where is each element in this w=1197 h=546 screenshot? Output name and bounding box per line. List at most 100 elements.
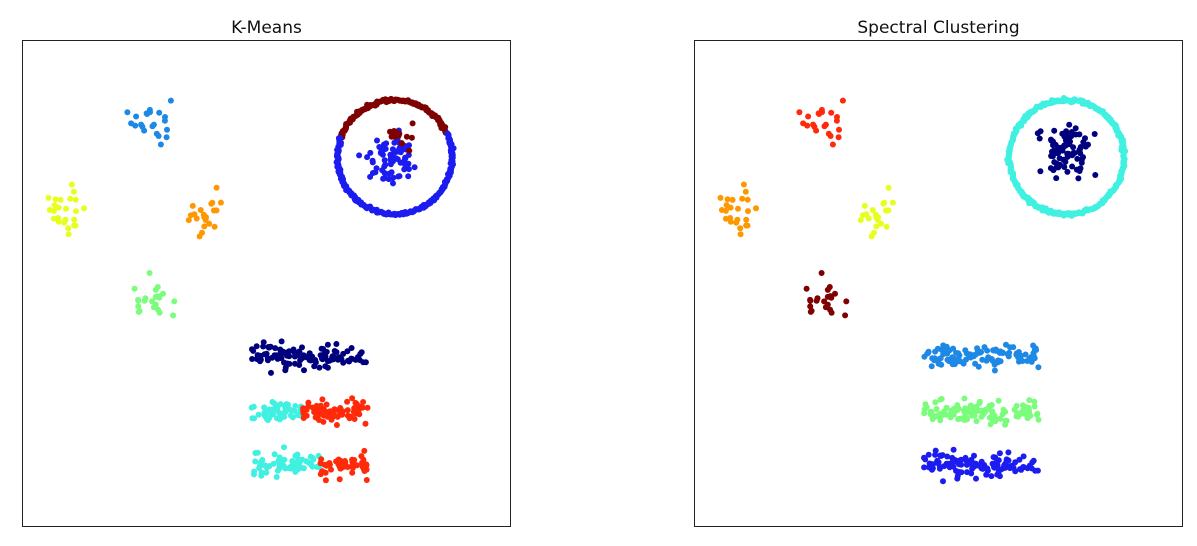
scatter-point bbox=[266, 414, 273, 421]
scatter-point bbox=[1074, 155, 1081, 162]
plot-frame bbox=[694, 40, 1183, 527]
scatter-point bbox=[949, 361, 956, 368]
scatter-point bbox=[408, 134, 415, 141]
scatter-point bbox=[369, 157, 376, 164]
scatter-point bbox=[344, 348, 351, 355]
scatter-point bbox=[301, 367, 307, 374]
scatter-point bbox=[344, 464, 351, 470]
scatter-point bbox=[1059, 130, 1066, 137]
scatter-point bbox=[828, 109, 835, 116]
scatter-point bbox=[1028, 358, 1035, 365]
scatter-point bbox=[827, 133, 834, 139]
scatter-point bbox=[305, 403, 312, 410]
scatter-point bbox=[271, 451, 278, 458]
scatter-point bbox=[333, 341, 340, 347]
scatter-point bbox=[124, 109, 131, 116]
scatter-point bbox=[984, 356, 991, 363]
scatter-point bbox=[50, 215, 57, 222]
scatter-point bbox=[318, 456, 325, 463]
scatter-point bbox=[257, 358, 263, 365]
scatter-point bbox=[953, 458, 960, 465]
scatter-point bbox=[1076, 168, 1083, 174]
scatter-point bbox=[963, 356, 969, 363]
scatter-point bbox=[929, 355, 936, 362]
scatter-point bbox=[950, 446, 957, 453]
scatter-point bbox=[319, 356, 326, 363]
scatter-point bbox=[388, 133, 395, 140]
scatter-point bbox=[146, 270, 153, 276]
scatter-point bbox=[296, 459, 303, 466]
scatter-point bbox=[737, 231, 744, 238]
scatter-point bbox=[835, 134, 842, 141]
cluster-4 bbox=[1004, 95, 1129, 219]
scatter-point bbox=[396, 173, 403, 180]
scatter-point bbox=[972, 360, 979, 367]
cluster-0 bbox=[796, 97, 846, 148]
scatter-point bbox=[316, 364, 323, 371]
scatter-point bbox=[298, 464, 304, 471]
scatter-point bbox=[990, 454, 997, 461]
scatter-point bbox=[55, 218, 62, 225]
scatter-point bbox=[980, 410, 987, 417]
scatter-point bbox=[962, 454, 969, 461]
scatter-point bbox=[265, 344, 272, 350]
scatter-point bbox=[753, 205, 759, 212]
scatter-point bbox=[936, 356, 943, 363]
scatter-point bbox=[211, 223, 218, 230]
scatter-point bbox=[1091, 131, 1098, 137]
chart-title: Spectral Clustering bbox=[857, 18, 1020, 38]
scatter-point bbox=[341, 458, 348, 464]
scatter-point bbox=[991, 361, 998, 368]
scatter-point bbox=[986, 414, 993, 421]
scatter-point bbox=[722, 215, 729, 222]
scatter-point bbox=[1052, 141, 1059, 148]
scatter-point bbox=[961, 409, 968, 415]
scatter-point bbox=[739, 195, 746, 202]
scatter-point bbox=[991, 460, 998, 467]
scatter-point bbox=[378, 148, 385, 155]
scatter-point bbox=[55, 204, 62, 211]
scatter-point bbox=[869, 207, 876, 213]
scatter-point bbox=[874, 214, 881, 221]
scatter-point bbox=[818, 270, 825, 276]
scatter-point bbox=[933, 406, 940, 412]
scatter-point bbox=[133, 113, 140, 120]
scatter-point bbox=[953, 349, 960, 356]
scatter-point bbox=[363, 477, 370, 483]
scatter-point bbox=[409, 120, 416, 127]
scatter-point bbox=[337, 405, 344, 411]
scatter-point bbox=[289, 464, 296, 471]
scatter-point bbox=[1005, 353, 1012, 360]
scatter-point bbox=[152, 301, 159, 308]
scatter-point bbox=[1035, 416, 1042, 423]
scatter-point bbox=[167, 97, 174, 104]
scatter-point bbox=[189, 202, 196, 209]
scatter-point bbox=[1020, 453, 1027, 460]
scatter-point bbox=[249, 356, 256, 362]
scatter-point bbox=[348, 345, 355, 351]
scatter-point bbox=[344, 412, 351, 419]
scatter-point bbox=[827, 293, 834, 300]
scatter-point bbox=[308, 461, 315, 468]
scatter-point bbox=[320, 351, 327, 358]
scatter-point bbox=[156, 109, 163, 116]
scatter-point bbox=[944, 350, 951, 357]
scatter-point bbox=[405, 166, 412, 173]
scatter-point bbox=[861, 202, 868, 209]
scatter-point bbox=[828, 309, 835, 316]
scatter-point bbox=[921, 454, 927, 461]
scatter-point bbox=[1066, 121, 1073, 128]
scatter-point bbox=[314, 407, 321, 413]
scatter-point bbox=[1064, 136, 1071, 143]
scatter-point bbox=[937, 417, 944, 424]
cluster-6 bbox=[921, 341, 1042, 374]
scatter-point bbox=[988, 473, 995, 480]
scatter-point bbox=[929, 416, 936, 423]
scatter-point bbox=[1037, 168, 1044, 175]
scatter-point bbox=[387, 161, 394, 168]
scatter-point bbox=[381, 175, 388, 182]
scatter-point bbox=[804, 122, 811, 129]
scatter-point bbox=[1053, 175, 1060, 182]
scatter-point bbox=[843, 298, 850, 305]
scatter-point bbox=[292, 360, 298, 367]
